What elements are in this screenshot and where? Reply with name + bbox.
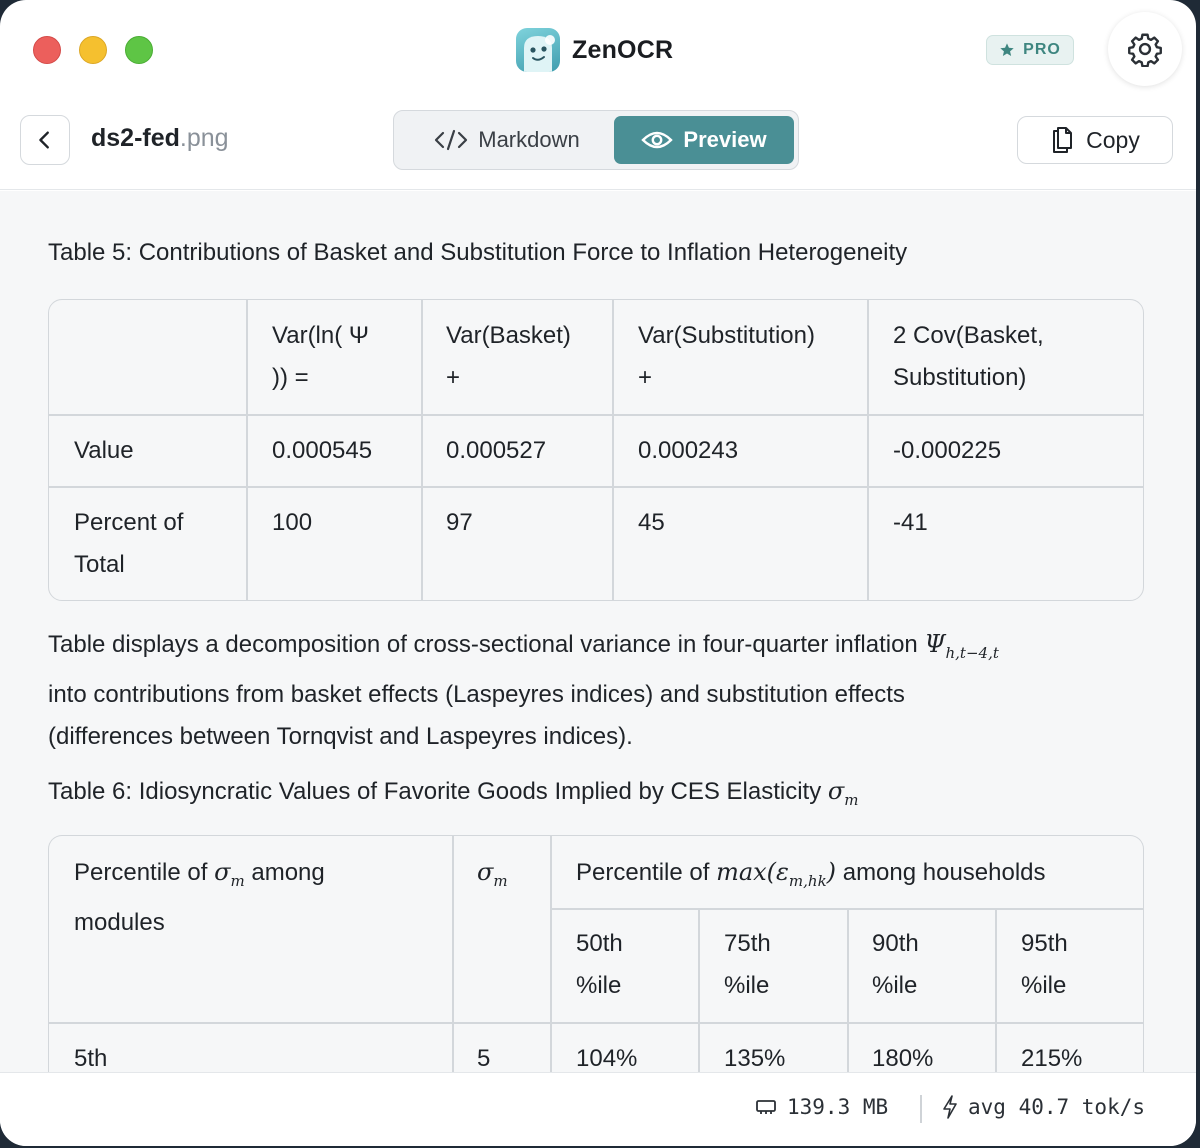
code-icon — [435, 129, 468, 151]
toolbar: ds2-fed.png Markdown Preview Copy — [0, 100, 1196, 190]
table6-subheader: 75th %ile — [724, 930, 771, 999]
star-icon — [1000, 43, 1014, 56]
table5-description: Table displays a decomposition of cross-… — [48, 630, 999, 750]
settings-button[interactable] — [1108, 12, 1182, 86]
table5-caption: Table 5: Contributions of Basket and Sub… — [48, 239, 908, 266]
pro-badge-label: PRO — [1023, 41, 1061, 58]
pro-badge[interactable]: PRO — [986, 35, 1074, 65]
copy-button[interactable]: Copy — [1017, 116, 1173, 164]
app-title: ZenOCR — [572, 35, 674, 64]
table5-cell: 0.000545 — [272, 437, 373, 464]
clipboard-icon — [1053, 127, 1073, 153]
table5-cell: 97 — [446, 509, 473, 536]
copy-button-label: Copy — [1086, 126, 1140, 153]
table6-header-sigma: σm — [477, 858, 508, 890]
minimize-window-button[interactable] — [79, 36, 107, 64]
table5-cell: 0.000243 — [638, 437, 739, 464]
table6-subheader: 90th %ile — [872, 930, 919, 999]
status-bar: 139.3 MB avg 40.7 tok/s — [0, 1072, 1196, 1146]
token-speed-value: avg 40.7 tok/s — [968, 1095, 1146, 1119]
table6-header-percentile-modules: Percentile of σm among modules — [74, 858, 325, 936]
app-logo-icon — [516, 28, 560, 72]
gear-icon — [1128, 33, 1162, 67]
table5-row-label: Value — [74, 437, 134, 464]
table6-header-group: Percentile of max(εm,hk) among household… — [576, 858, 1046, 890]
table6-subheader: 50th %ile — [576, 930, 623, 999]
table5-header-cell: Var(ln( Ψ)) = — [272, 322, 369, 391]
close-window-button[interactable] — [33, 36, 61, 64]
table6-cell: 180% — [872, 1045, 934, 1072]
status-divider — [920, 1095, 922, 1123]
table5-row-label: Percent of Total — [74, 509, 184, 578]
table6-row-label: 5th — [74, 1045, 108, 1072]
table5: Var(ln( Ψ)) = Var(Basket) + Var(Substitut… — [48, 299, 1144, 601]
memory-usage-value: 139.3 MB — [787, 1095, 889, 1119]
zoom-window-button[interactable] — [125, 36, 153, 64]
title-bar: ZenOCR PRO — [0, 0, 1196, 100]
table6-cell: 215% — [1021, 1045, 1083, 1072]
file-name-base: ds2-fed — [91, 124, 180, 152]
table5-header-cell: Var(Substitution) + — [638, 322, 815, 391]
table5-cell: 100 — [272, 509, 313, 536]
table5-cell: -0.000225 — [893, 437, 1002, 464]
memory-usage: 139.3 MB — [755, 1095, 888, 1119]
table5-cell: -41 — [893, 509, 928, 536]
file-name-extension: .png — [179, 124, 229, 152]
table6-subheader: 95th %ile — [1021, 930, 1068, 999]
eye-icon — [641, 131, 674, 149]
table5-cell: 45 — [638, 509, 665, 536]
table6-cell: 5 — [477, 1045, 491, 1072]
file-name: ds2-fed.png — [91, 124, 229, 153]
table5-cell: 0.000527 — [446, 437, 547, 464]
table5-header-cell: 2 Cov(Basket, Substitution) — [893, 322, 1044, 391]
table6-caption: Table 6: Idiosyncratic Values of Favorit… — [48, 777, 859, 809]
tab-preview[interactable]: Preview — [614, 116, 794, 164]
table6: Percentile of σm among modules σm Percen… — [48, 835, 1144, 1072]
memory-chip-icon — [756, 1100, 776, 1114]
tab-markdown[interactable]: Markdown — [402, 116, 612, 164]
table5-header-cell: Var(Basket) + — [446, 322, 571, 391]
table6-cell: 135% — [724, 1045, 786, 1072]
bolt-icon — [943, 1095, 957, 1119]
tab-preview-label: Preview — [683, 127, 767, 152]
token-speed: avg 40.7 tok/s — [942, 1095, 1145, 1119]
preview-content: Table 5: Contributions of Basket and Sub… — [0, 191, 1196, 1072]
back-button[interactable] — [20, 115, 70, 165]
table6-cell: 104% — [576, 1045, 638, 1072]
app-brand: ZenOCR — [516, 28, 673, 72]
tab-markdown-label: Markdown — [478, 127, 580, 152]
chevron-left-icon — [39, 131, 49, 149]
view-mode-switcher: Markdown Preview — [393, 110, 799, 170]
